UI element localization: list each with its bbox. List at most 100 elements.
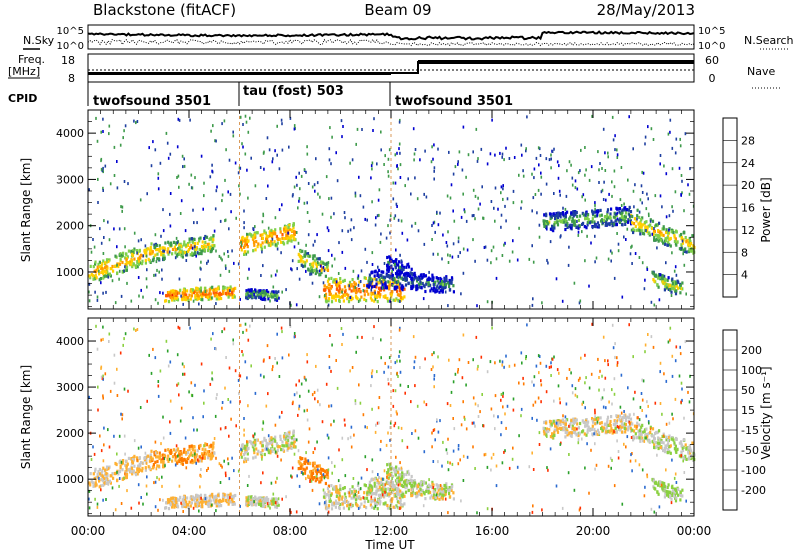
power-cell (124, 180, 126, 183)
power-cell (318, 273, 320, 276)
power-cell (415, 222, 417, 225)
power-cell (176, 176, 178, 179)
power-cell (608, 258, 610, 261)
power-cell (246, 253, 248, 256)
power-cell (254, 233, 256, 236)
power-cell (518, 227, 520, 230)
velocity-cell (103, 459, 105, 462)
power-cell (331, 197, 333, 200)
power-cell (445, 291, 447, 294)
power-cell (531, 209, 533, 212)
power-cell (248, 268, 250, 271)
velocity-cell (348, 491, 350, 494)
power-cell (449, 288, 451, 291)
power-cell (550, 240, 552, 243)
velocity-cell (631, 422, 633, 425)
velocity-cell (262, 449, 264, 452)
power-cell (691, 234, 693, 237)
velocity-cell (210, 499, 212, 502)
power-cell (411, 281, 413, 284)
velocity-cell (182, 502, 184, 505)
power-cell (447, 254, 449, 257)
power-cell (276, 270, 278, 273)
velocity-cell (342, 437, 344, 440)
power-cell (153, 274, 155, 277)
velocity-cell (211, 493, 213, 496)
power-cell (473, 189, 475, 192)
power-cell (367, 293, 369, 296)
power-cell (617, 156, 619, 159)
velocity-cell (388, 493, 390, 496)
power-cell (370, 176, 372, 179)
power-cell (228, 227, 230, 230)
velocity-cell (194, 449, 196, 452)
power-cell (122, 252, 124, 255)
velocity-cell (260, 504, 262, 507)
power-cell (109, 273, 111, 276)
power-cell (308, 252, 310, 255)
power-cell (288, 236, 290, 239)
velocity-cell (347, 437, 349, 440)
velocity-cell (578, 426, 580, 429)
velocity-cell (172, 497, 174, 500)
power-cell (402, 232, 404, 235)
power-cell (458, 237, 460, 240)
velocity-cell (402, 485, 404, 488)
power-cell (621, 204, 623, 207)
velocity-cell (400, 503, 402, 506)
velocity-cell (105, 478, 107, 481)
velocity-cell (194, 459, 196, 462)
velocity-cell (249, 440, 251, 443)
velocity-cell (580, 357, 582, 360)
power-cell (249, 233, 251, 236)
velocity-cell (691, 442, 693, 445)
velocity-cell (670, 452, 672, 455)
power-cell (398, 219, 400, 222)
velocity-cell (553, 431, 555, 434)
power-cell (331, 136, 333, 139)
velocity-cell (503, 366, 505, 369)
velocity-cell (347, 501, 349, 504)
velocity-cell (609, 430, 611, 433)
power-cell (671, 205, 673, 208)
velocity-cell (133, 465, 135, 468)
power-cell (389, 266, 391, 269)
power-cell (391, 290, 393, 293)
power-cell (312, 282, 314, 285)
velocity-cell (553, 420, 555, 423)
power-cell (371, 289, 373, 292)
power-cell (267, 136, 269, 139)
power-cell (205, 290, 207, 293)
velocity-cell (174, 504, 176, 507)
velocity-cell (283, 444, 285, 447)
power-cell (594, 208, 596, 211)
power-cell (432, 158, 434, 161)
power-cell (268, 244, 270, 247)
power-cell (125, 252, 127, 255)
power-cell (584, 225, 586, 228)
power-cell (647, 268, 649, 271)
velocity-cell (661, 413, 663, 416)
velocity-cell (386, 504, 388, 507)
power-cell (189, 240, 191, 243)
power-cell (666, 215, 668, 218)
power-cell (580, 149, 582, 152)
power-cell (246, 233, 248, 236)
power-cell (502, 153, 504, 156)
power-cell (231, 291, 233, 294)
velocity-cell (185, 451, 187, 454)
power-cell (201, 155, 203, 158)
velocity-cell (638, 436, 640, 439)
power-cell (316, 233, 318, 236)
power-cell (344, 211, 346, 214)
power-cell (594, 201, 596, 204)
velocity-cell (601, 421, 603, 424)
power-cell (255, 296, 257, 299)
power-cell (627, 228, 629, 231)
power-cell (438, 277, 440, 280)
power-cell (566, 195, 568, 198)
velocity-cell (231, 457, 233, 460)
power-cell (465, 176, 467, 179)
power-cell (189, 119, 191, 122)
nave-label: Nave (747, 65, 775, 78)
